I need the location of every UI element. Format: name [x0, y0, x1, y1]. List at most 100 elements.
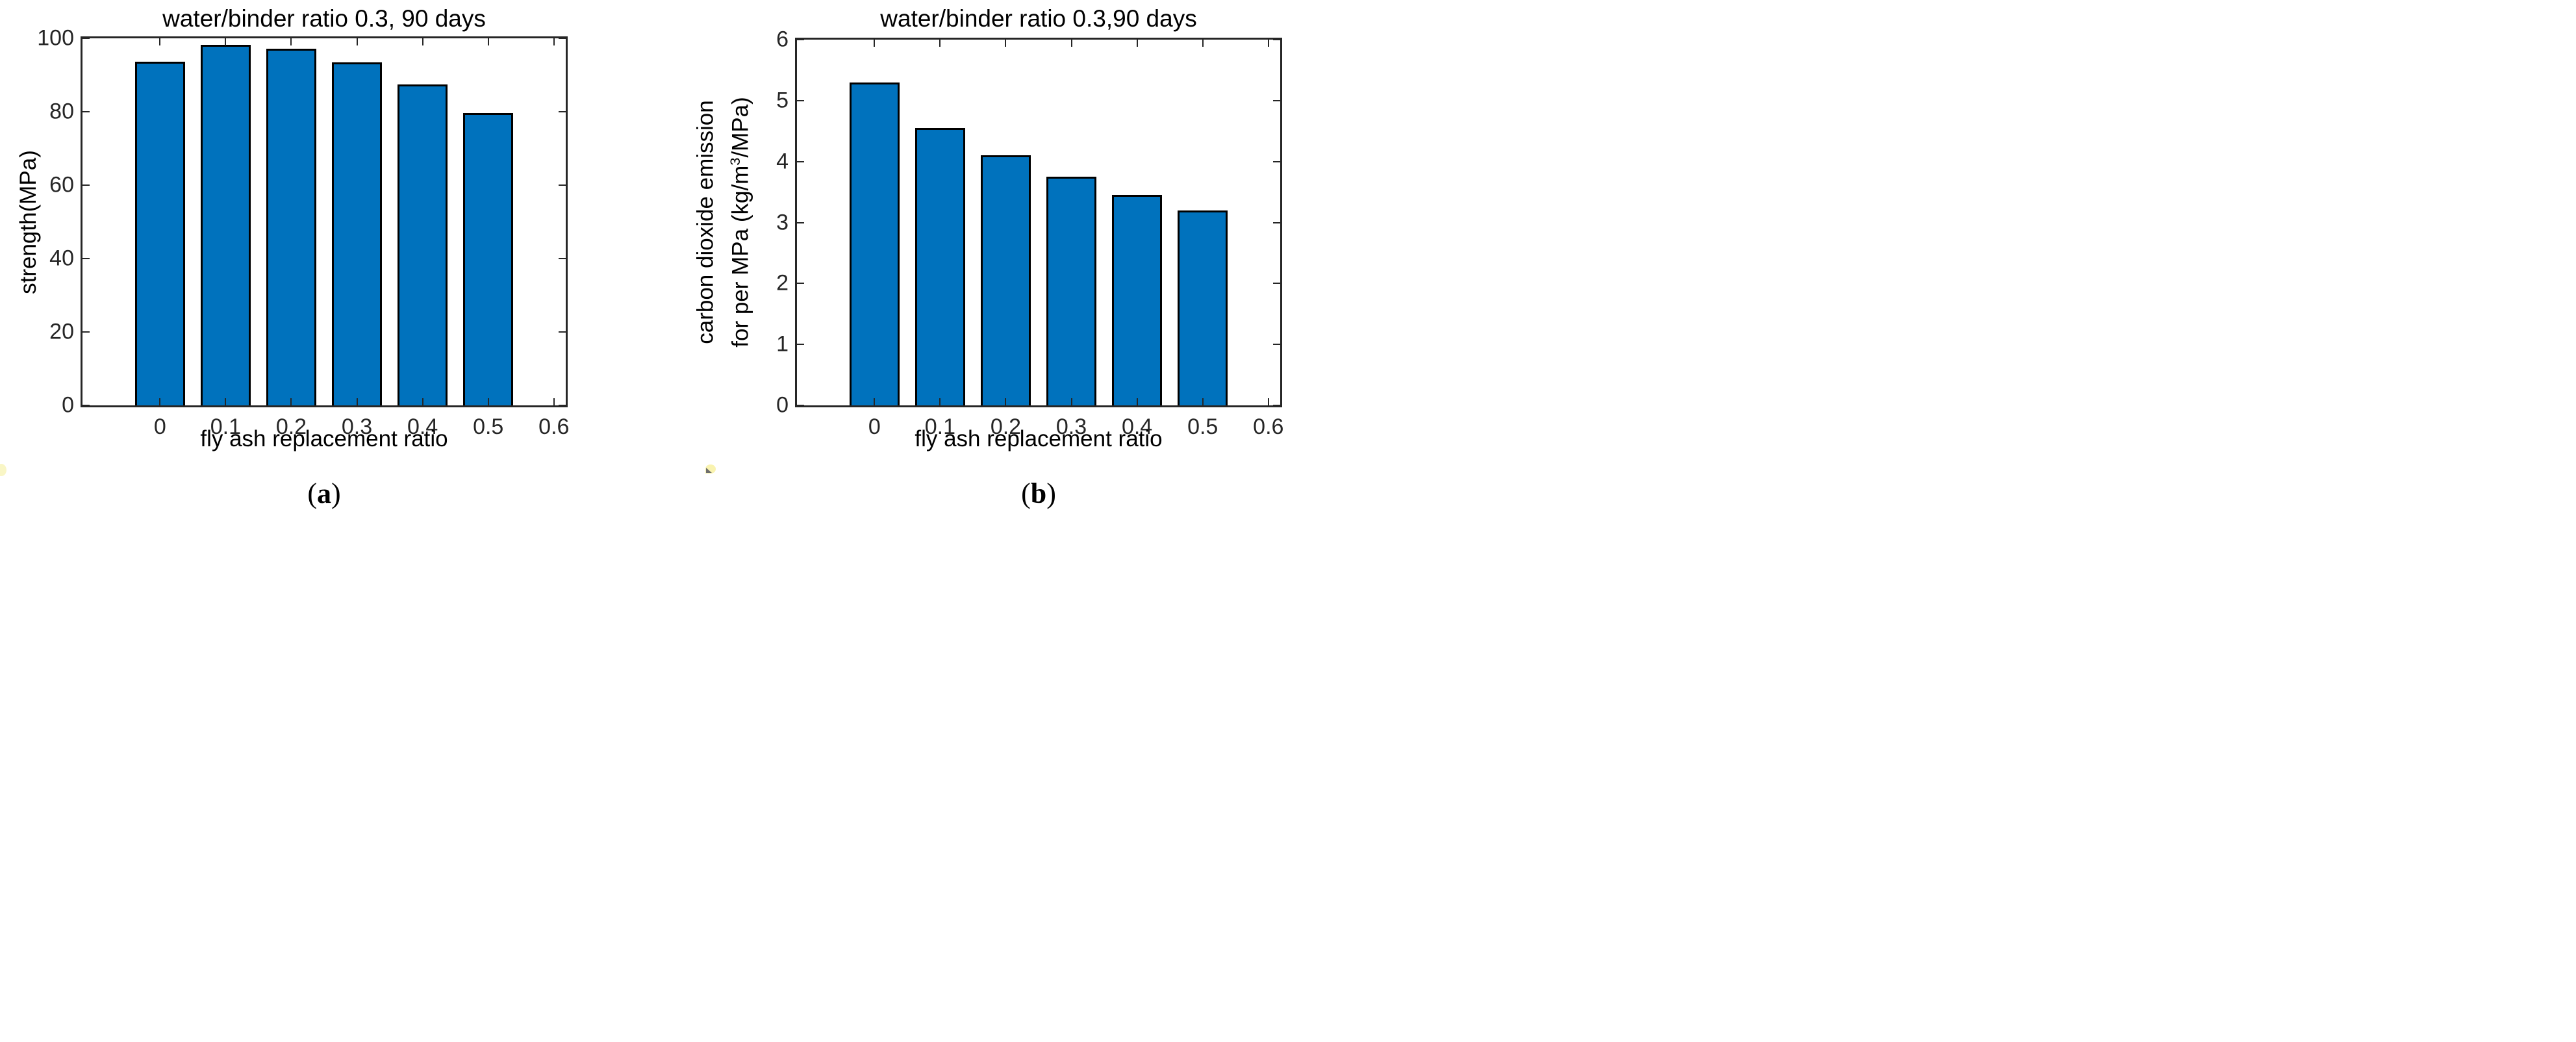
- y-tick-mark: [559, 184, 566, 186]
- y-tick-label: 5: [776, 88, 789, 113]
- y-tick-mark: [797, 99, 804, 101]
- y-tick-label: 2: [776, 270, 789, 296]
- x-tick-mark: [487, 398, 489, 405]
- caption-open-paren: (: [1021, 477, 1031, 509]
- x-tick-mark: [1005, 40, 1007, 47]
- x-tick-label: 0.6: [1253, 414, 1284, 439]
- x-tick-mark: [422, 38, 423, 45]
- bar-x-0.3: [332, 62, 382, 405]
- x-tick-label: 0.1: [924, 414, 955, 439]
- x-tick-label: 0.3: [341, 414, 373, 439]
- x-tick-mark: [1267, 40, 1269, 47]
- x-tick-mark: [1005, 398, 1007, 405]
- x-tick-label: 0.2: [990, 414, 1022, 439]
- chart-b-y-label-line2: for per MPa (kg/m3/MPa): [726, 97, 753, 348]
- caption-close-paren: ): [1046, 477, 1056, 509]
- bar-x-0.3: [1046, 177, 1096, 405]
- bar-x-0.1: [915, 128, 965, 405]
- x-tick-label: 0.3: [1055, 414, 1087, 439]
- y-tick-mark: [797, 344, 804, 346]
- y-tick-label: 40: [49, 246, 74, 271]
- y-tick-mark: [1273, 283, 1280, 285]
- x-tick-label: 0.5: [473, 414, 504, 439]
- highlighter-artifact-center: [705, 464, 716, 474]
- x-tick-mark: [1136, 40, 1138, 47]
- y-tick-label: 3: [776, 210, 789, 235]
- y-tick-mark: [797, 222, 804, 223]
- x-tick-mark: [422, 398, 423, 405]
- y-tick-mark: [559, 38, 566, 39]
- y-tick-mark: [1273, 222, 1280, 223]
- caption-letter: a: [317, 477, 331, 509]
- y-tick-label: 4: [776, 149, 789, 174]
- y-tick-label: 20: [49, 319, 74, 344]
- y-tick-mark: [82, 331, 90, 333]
- x-tick-mark: [487, 38, 489, 45]
- y-tick-mark: [797, 283, 804, 285]
- y-tick-mark: [797, 39, 804, 40]
- x-tick-label: 0.6: [538, 414, 570, 439]
- bar-x-0: [849, 82, 900, 405]
- y-tick-mark: [82, 38, 90, 39]
- bar-x-0.5: [1178, 210, 1228, 405]
- x-tick-mark: [1136, 398, 1138, 405]
- chart-a-plot-area: 0 0.1 0.2 0.3 0.4 0.5 0.6 0 20 40 60 80 100: [37, 26, 569, 440]
- chart-b-y-label-line1: carbon dioxide emission: [692, 100, 718, 344]
- x-tick-mark: [225, 38, 227, 45]
- y-tick-mark: [559, 405, 566, 406]
- x-tick-mark: [290, 38, 292, 45]
- x-tick-mark: [874, 40, 876, 47]
- bar-x-0: [134, 61, 185, 405]
- x-tick-label: 0.4: [407, 414, 438, 439]
- x-tick-mark: [553, 398, 555, 405]
- x-tick-label: 0.4: [1121, 414, 1153, 439]
- y-tick-mark: [82, 405, 90, 406]
- x-tick-mark: [159, 38, 161, 45]
- x-tick-mark: [553, 38, 555, 45]
- y-tick-mark: [82, 258, 90, 259]
- y-tick-mark: [1273, 405, 1280, 406]
- y-tick-mark: [559, 111, 566, 112]
- caption-close-paren: ): [331, 477, 341, 509]
- y-tick-mark: [82, 184, 90, 186]
- x-tick-mark: [356, 398, 358, 405]
- chart-b-title: water/binder ratio 0.3,90 days: [880, 5, 1197, 32]
- y-tick-mark: [1273, 344, 1280, 346]
- chart-co2-emission: water/binder ratio 0.3,90 days carbon di…: [644, 0, 1288, 521]
- y-tick-mark: [797, 160, 804, 162]
- bar-x-0.1: [200, 44, 251, 405]
- x-tick-mark: [1267, 398, 1269, 405]
- y-tick-mark: [1273, 39, 1280, 40]
- bar-x-0.2: [981, 155, 1031, 405]
- bar-x-0.5: [463, 113, 514, 405]
- x-tick-mark: [939, 40, 941, 47]
- y-tick-mark: [82, 111, 90, 112]
- x-tick-mark: [159, 398, 161, 405]
- y-tick-label: 6: [776, 27, 789, 52]
- x-tick-label: 0: [868, 414, 881, 439]
- caption-open-paren: (: [307, 477, 317, 509]
- x-tick-mark: [874, 398, 876, 405]
- y-tick-label: 1: [776, 331, 789, 357]
- chart-b-plot-area: 0 0.1 0.2 0.3 0.4 0.5 0.6 0 1 2 3 4 5 6: [776, 27, 1283, 440]
- superscript-3: 3: [726, 157, 743, 166]
- y-tick-label: 60: [49, 172, 74, 197]
- chart-a-x-axis-label: fly ash replacement ratio: [200, 426, 448, 451]
- y-tick-label: 100: [37, 25, 74, 51]
- figure-two-panel-bar-charts: water/binder ratio 0.3, 90 days strength…: [0, 0, 1288, 521]
- x-tick-mark: [356, 38, 358, 45]
- chart-strength: water/binder ratio 0.3, 90 days strength…: [0, 0, 644, 521]
- x-tick-label: 0.1: [210, 414, 241, 439]
- y-tick-label: 0: [776, 392, 789, 418]
- bar-x-0.4: [1112, 195, 1163, 405]
- x-tick-mark: [290, 398, 292, 405]
- chart-b-caption: (b): [795, 477, 1282, 510]
- caption-letter: b: [1030, 477, 1047, 509]
- bar-x-0.4: [398, 84, 448, 405]
- x-tick-mark: [1202, 40, 1204, 47]
- bar-x-0.2: [266, 48, 316, 405]
- x-tick-mark: [225, 398, 227, 405]
- y-tick-mark: [559, 331, 566, 333]
- chart-a-caption: (a): [81, 477, 568, 510]
- x-tick-label: 0.2: [275, 414, 307, 439]
